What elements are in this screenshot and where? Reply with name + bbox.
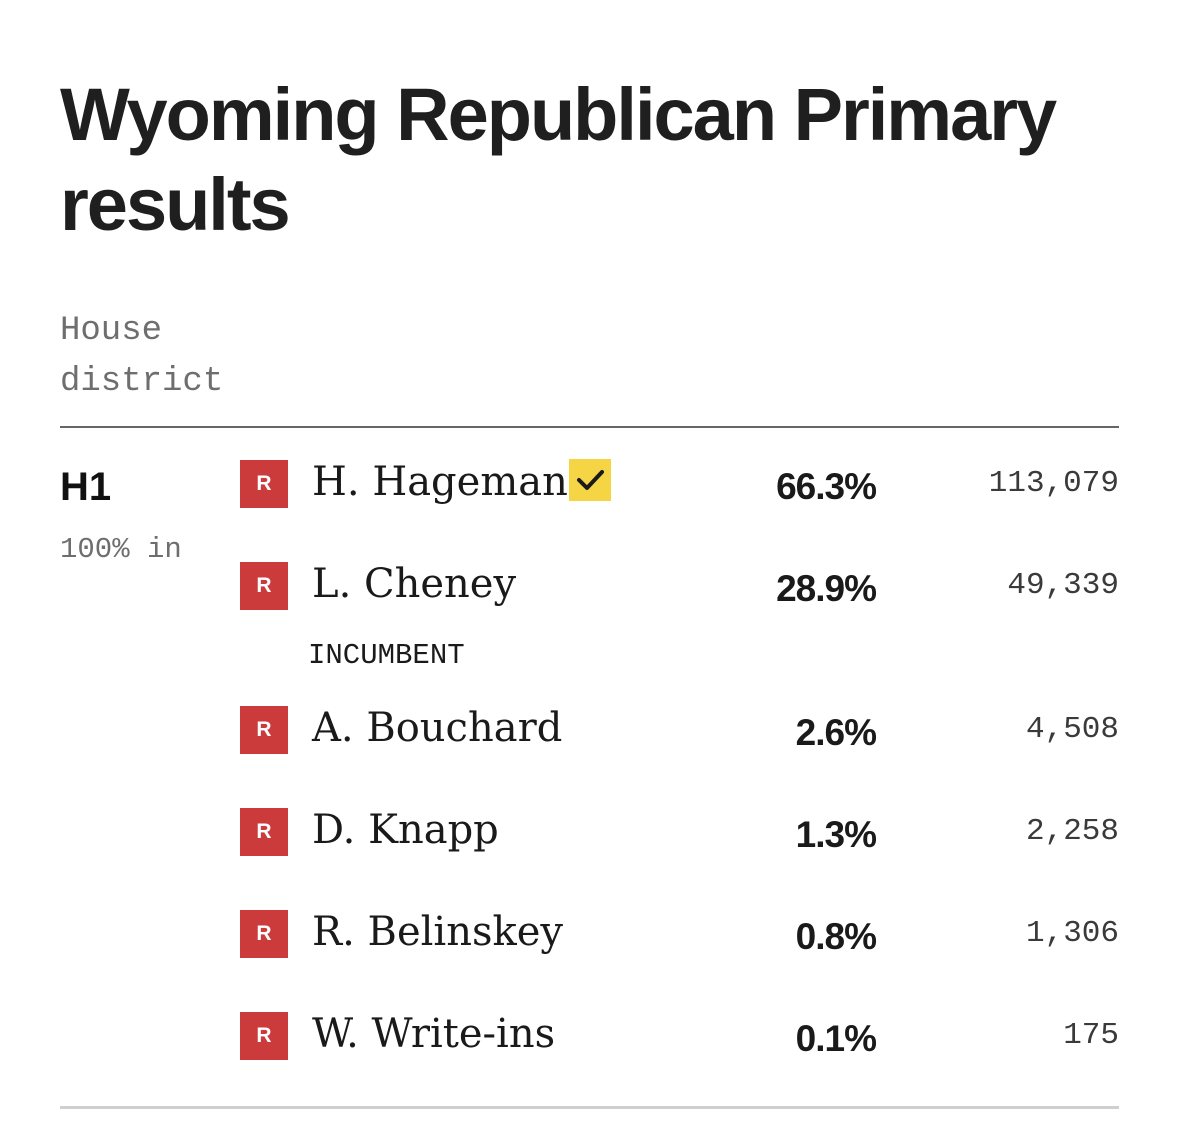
party-badge: R — [240, 808, 288, 856]
reporting-status: 100% in — [60, 533, 182, 566]
vote-count: 4,508 — [1025, 712, 1119, 747]
party-badge: R — [240, 460, 288, 508]
incumbent-tag: INCUMBENT — [308, 639, 465, 672]
vote-count: 175 — [1063, 1018, 1119, 1053]
party-badge: R — [240, 1012, 288, 1060]
table-top-divider — [60, 426, 1119, 428]
section-label: House district — [60, 312, 224, 401]
vote-percentage: 2.6% — [795, 712, 877, 753]
vote-percentage: 0.1% — [795, 1018, 877, 1059]
vote-count: 113,079 — [988, 466, 1119, 501]
vote-percentage: 1.3% — [795, 814, 877, 855]
vote-count: 49,339 — [1007, 568, 1119, 603]
vote-percentage: 66.3% — [776, 466, 877, 507]
vote-count: 2,258 — [1025, 814, 1119, 849]
candidate-name: L. Cheney — [312, 561, 517, 607]
party-badge: R — [240, 562, 288, 610]
vote-percentage: 28.9% — [776, 568, 877, 609]
candidate-name: R. Belinskey — [312, 909, 563, 955]
candidate-name: D. Knapp — [312, 807, 499, 853]
party-badge: R — [240, 706, 288, 754]
page-title: Wyoming Republican Primary results — [60, 73, 1057, 246]
candidate-name: H. Hageman — [312, 459, 568, 505]
winner-checkmark-icon — [569, 459, 611, 501]
district-label: H1 — [60, 465, 112, 509]
table-bottom-divider — [60, 1106, 1119, 1109]
candidate-name: A. Bouchard — [312, 705, 563, 751]
candidate-name: W. Write-ins — [312, 1011, 556, 1057]
party-badge: R — [240, 910, 288, 958]
vote-count: 1,306 — [1025, 916, 1119, 951]
checkmark-icon — [577, 470, 604, 490]
vote-percentage: 0.8% — [795, 916, 877, 957]
